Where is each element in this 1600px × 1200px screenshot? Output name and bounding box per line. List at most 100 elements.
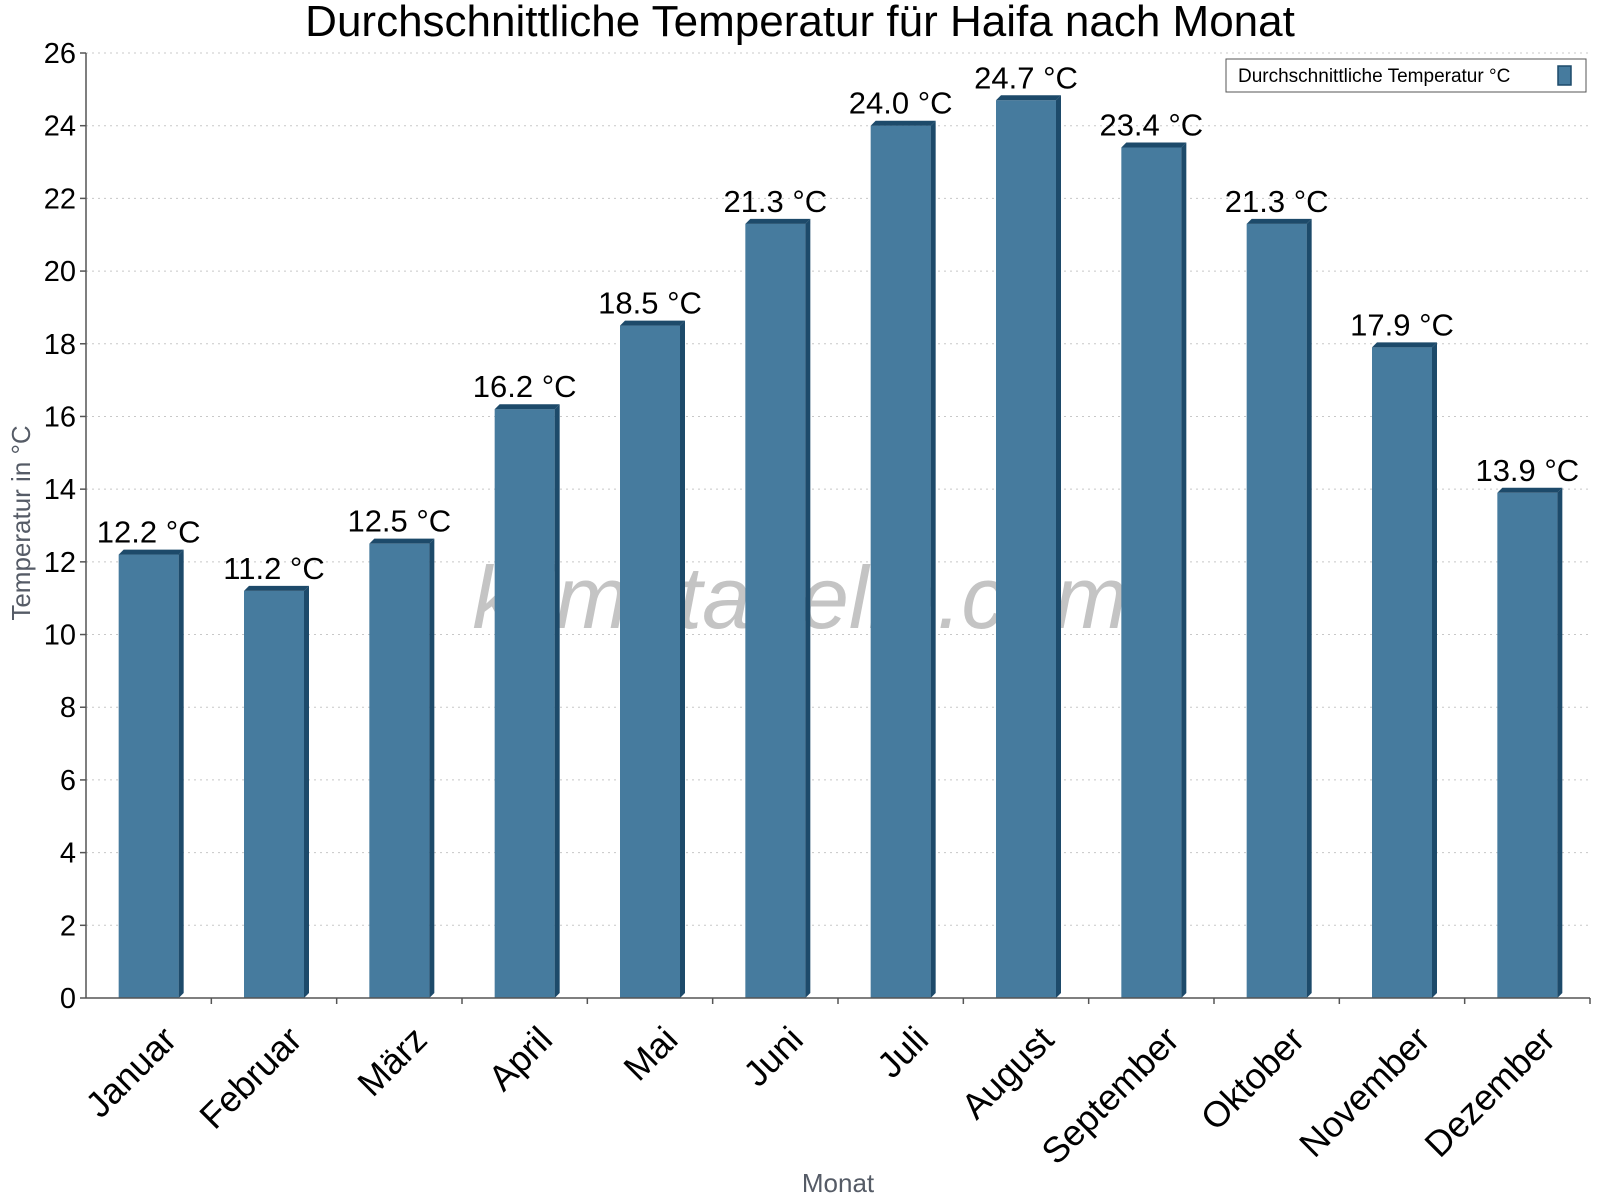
bar-januar [118, 549, 184, 998]
y-tick-label: 16 [44, 401, 76, 433]
bar-side [680, 320, 685, 998]
y-tick-label: 6 [60, 765, 76, 797]
data-label: 21.3 °C [723, 184, 827, 219]
x-tick-label: Mai [615, 1018, 685, 1088]
y-tick-label: 10 [44, 620, 76, 652]
bar-face [996, 100, 1056, 998]
bar-top [1246, 218, 1312, 224]
bar-face [118, 554, 179, 998]
data-label: 18.5 °C [598, 286, 702, 321]
bar-top [1372, 342, 1437, 348]
bar-top [1497, 487, 1563, 493]
data-label: 13.9 °C [1475, 453, 1579, 488]
y-axis-title: Temperatur in °C [6, 425, 36, 620]
bar-face [870, 125, 931, 998]
bar-april [494, 404, 560, 998]
y-tick-label: 4 [60, 838, 76, 870]
bar-face [1121, 147, 1182, 998]
bar-juli [870, 120, 936, 998]
bar-side [554, 404, 560, 998]
x-tick-label: November [1291, 1018, 1437, 1164]
x-tick-label: September [1033, 1018, 1187, 1172]
bar-top [369, 538, 435, 544]
data-label: 12.5 °C [347, 504, 451, 539]
bar-top [244, 585, 309, 591]
bar-side [930, 120, 936, 998]
x-tick-label: Juli [869, 1018, 936, 1085]
bar-face [244, 590, 304, 998]
data-label: 23.4 °C [1099, 108, 1203, 143]
legend-box [1225, 58, 1587, 93]
y-tick-label: 12 [44, 547, 76, 579]
grid-lines [86, 52, 1590, 926]
y-tick-label: 20 [44, 256, 76, 288]
bar-top [620, 320, 685, 326]
x-tick-label: März [349, 1018, 435, 1104]
bar-top [118, 549, 184, 555]
x-tick-label: Februar [191, 1018, 309, 1136]
bar-august [996, 95, 1061, 998]
bar-face [1372, 347, 1432, 999]
x-tick-labels: Januar Februar März April Mai Juni Juli AugustS… [77, 1018, 1563, 1172]
y-tick-label: 26 [44, 38, 76, 70]
bar-november [1372, 342, 1437, 999]
data-label: 11.2 °C [223, 551, 324, 586]
data-label: 21.3 °C [1225, 184, 1329, 219]
bar-side [1432, 342, 1437, 999]
bar-oktober [1246, 218, 1312, 999]
bar-side [178, 549, 184, 998]
bar-februar [244, 585, 309, 998]
y-tick-label: 14 [44, 474, 76, 506]
data-label: 16.2 °C [473, 369, 577, 404]
bar-mai [620, 320, 685, 998]
bar-side [1306, 218, 1312, 999]
bar-side [304, 585, 309, 998]
legend-swatch [1557, 65, 1572, 86]
legend: Durchschnittliche Temperatur °C [1225, 58, 1587, 93]
bar-top [996, 95, 1061, 101]
data-labels: 12.2 °C 11.2 °C 12.5 °C 16.2 °C 18.5 °C 21.3 … [97, 60, 1579, 586]
chart-title: Durchschnittliche Temperatur für Haifa n… [305, 0, 1295, 46]
y-tick-label: 0 [60, 983, 76, 1015]
bar-side [1056, 95, 1061, 998]
bar-top [1121, 142, 1187, 148]
bar-top [870, 120, 936, 126]
bar-face [1246, 223, 1307, 999]
y-tick-label: 22 [44, 183, 76, 215]
bar-face [620, 325, 680, 998]
bar-face [494, 409, 555, 998]
x-tick-label: Juni [735, 1018, 811, 1094]
x-axis-title: Monat [802, 1168, 875, 1198]
bar-face [369, 543, 430, 998]
x-tick-label: Januar [77, 1018, 184, 1125]
data-label: 12.2 °C [97, 515, 201, 550]
x-tick-label: Dezember [1416, 1018, 1562, 1164]
bar-top [494, 404, 560, 410]
bar-side [1181, 142, 1187, 998]
data-label: 24.7 °C [974, 60, 1078, 95]
x-tick-label: April [480, 1018, 560, 1098]
bar-juni [745, 218, 811, 999]
bar-side [805, 218, 811, 999]
bar-dezember [1497, 487, 1563, 998]
y-tick-label: 24 [44, 111, 76, 143]
y-tick-label: 18 [44, 329, 76, 361]
axes [80, 52, 1591, 1004]
bar-märz [369, 538, 435, 998]
bar-face [745, 223, 806, 999]
bars [118, 95, 1563, 999]
bar-face [1497, 492, 1558, 998]
x-tick-label: Oktober [1193, 1018, 1313, 1138]
data-label: 24.0 °C [849, 86, 953, 121]
bar-side [429, 538, 435, 998]
y-tick-label: 8 [60, 692, 76, 724]
bar-side [1557, 487, 1563, 998]
legend-label: Durchschnittliche Temperatur °C [1238, 66, 1510, 87]
bar-september [1121, 142, 1187, 998]
data-label: 17.9 °C [1350, 307, 1454, 342]
bar-top [745, 218, 811, 224]
x-tick-label: August [953, 1018, 1061, 1126]
y-tick-label: 2 [60, 910, 76, 942]
